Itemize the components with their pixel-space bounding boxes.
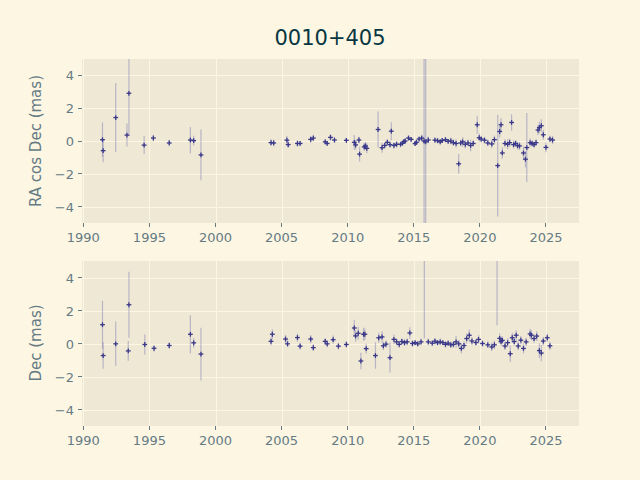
y-tick-label: −2 bbox=[55, 166, 74, 181]
x-tick-label: 2025 bbox=[529, 230, 562, 245]
y-tick-label: 0 bbox=[66, 134, 74, 149]
y-tick-mark bbox=[78, 173, 82, 174]
x-tick-mark bbox=[149, 426, 150, 430]
x-tick-mark bbox=[215, 223, 216, 227]
figure-canvas: 0010+405 RA cos Dec (mas) Dec (mas) 1990… bbox=[0, 0, 640, 480]
x-tick-label: 2020 bbox=[463, 433, 496, 448]
plot-area bbox=[82, 59, 579, 223]
x-tick-label: 1995 bbox=[133, 433, 166, 448]
y-axis-label-ra-cos-dec: RA cos Dec (mas) bbox=[27, 75, 45, 207]
x-tick-mark bbox=[347, 223, 348, 227]
y-tick-mark bbox=[78, 310, 82, 311]
y-tick-label: 2 bbox=[66, 101, 74, 116]
x-tick-mark bbox=[281, 426, 282, 430]
x-tick-label: 2010 bbox=[331, 230, 364, 245]
y-tick-mark bbox=[78, 206, 82, 207]
x-tick-label: 2000 bbox=[199, 433, 232, 448]
plot-area bbox=[82, 261, 579, 426]
subplot-ra-cos-dec bbox=[82, 59, 579, 223]
x-tick-mark bbox=[479, 223, 480, 227]
x-tick-label: 2010 bbox=[331, 433, 364, 448]
y-tick-label: −2 bbox=[55, 369, 74, 384]
y-tick-mark bbox=[78, 75, 82, 76]
y-tick-label: 4 bbox=[66, 68, 74, 83]
y-tick-label: 4 bbox=[66, 270, 74, 285]
x-tick-label: 2005 bbox=[265, 230, 298, 245]
x-tick-mark bbox=[545, 223, 546, 227]
y-axis-label-dec: Dec (mas) bbox=[27, 304, 45, 381]
x-tick-mark bbox=[149, 223, 150, 227]
x-tick-label: 2005 bbox=[265, 433, 298, 448]
y-tick-label: 2 bbox=[66, 303, 74, 318]
y-tick-label: −4 bbox=[55, 402, 74, 417]
x-tick-label: 2015 bbox=[397, 230, 430, 245]
x-tick-mark bbox=[215, 426, 216, 430]
y-tick-mark bbox=[78, 277, 82, 278]
x-tick-mark bbox=[281, 223, 282, 227]
x-tick-label: 2015 bbox=[397, 433, 430, 448]
y-tick-mark bbox=[78, 409, 82, 410]
x-tick-label: 1995 bbox=[133, 230, 166, 245]
x-tick-label: 2025 bbox=[529, 433, 562, 448]
x-tick-mark bbox=[479, 426, 480, 430]
y-tick-mark bbox=[78, 376, 82, 377]
y-tick-mark bbox=[78, 141, 82, 142]
x-tick-mark bbox=[83, 426, 84, 430]
x-tick-mark bbox=[347, 426, 348, 430]
chart-title: 0010+405 bbox=[274, 26, 385, 50]
x-tick-mark bbox=[83, 223, 84, 227]
x-tick-label: 1990 bbox=[67, 433, 100, 448]
x-tick-mark bbox=[413, 426, 414, 430]
y-tick-mark bbox=[78, 108, 82, 109]
y-tick-label: 0 bbox=[66, 336, 74, 351]
y-tick-label: −4 bbox=[55, 199, 74, 214]
y-tick-mark bbox=[78, 343, 82, 344]
x-tick-label: 1990 bbox=[67, 230, 100, 245]
subplot-dec bbox=[82, 261, 579, 426]
x-tick-mark bbox=[545, 426, 546, 430]
x-tick-mark bbox=[413, 223, 414, 227]
x-tick-label: 2000 bbox=[199, 230, 232, 245]
x-tick-label: 2020 bbox=[463, 230, 496, 245]
